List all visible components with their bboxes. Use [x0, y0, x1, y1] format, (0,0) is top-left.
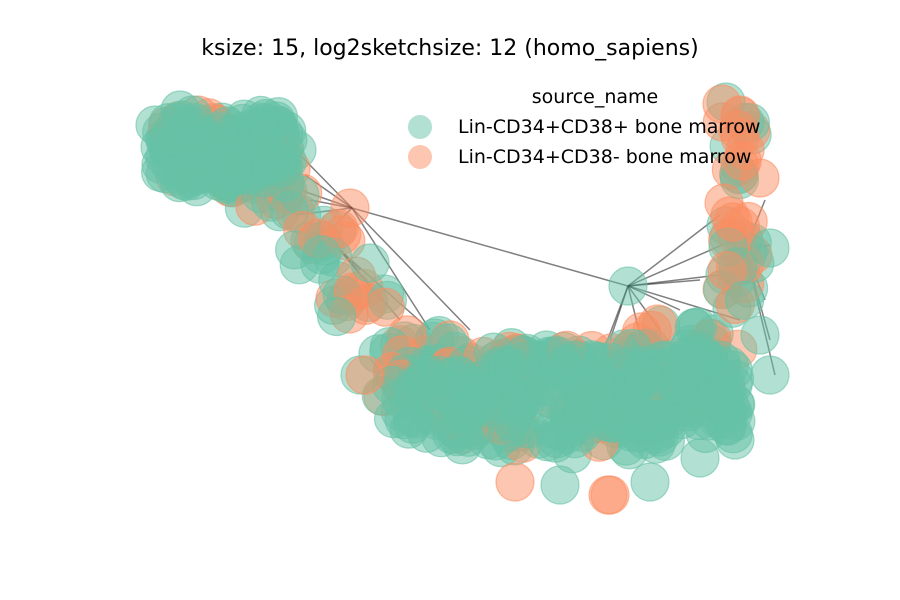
graph-node [258, 127, 298, 167]
graph-node [630, 462, 670, 502]
graph-node [713, 202, 753, 242]
graph-edge [351, 207, 431, 331]
legend-item-cd38-negative: Lin-CD34+CD38- bone marrow [400, 142, 820, 172]
graph-node [540, 465, 580, 505]
legend-marker-cd38-positive [408, 115, 432, 139]
graph-edge [351, 207, 629, 287]
graph-node [624, 355, 664, 395]
graph-edge [351, 207, 471, 331]
graph-node [174, 154, 214, 194]
graph-node [330, 188, 370, 228]
graph-node [713, 414, 753, 454]
graph-node [740, 315, 780, 355]
graph-node [750, 228, 790, 268]
legend-title: source_name [531, 86, 659, 108]
graph-node [588, 475, 628, 515]
graph-node [519, 392, 559, 432]
graph-node [495, 462, 535, 502]
graph-node [586, 367, 627, 407]
legend-label-cd38-negative: Lin-CD34+CD38- bone marrow [458, 146, 752, 168]
graph-node [432, 415, 472, 455]
graph-node [637, 414, 677, 454]
graph-node [707, 251, 747, 291]
graph-node [679, 401, 719, 441]
legend: source_name Lin-CD34+CD38+ bone marrow L… [400, 86, 820, 172]
graph-node [345, 355, 385, 395]
graph-node [537, 336, 578, 376]
graph-node [207, 161, 247, 201]
graph-node [681, 346, 721, 386]
graph-node [350, 243, 390, 283]
graph-node [365, 287, 405, 327]
graph-node [740, 158, 780, 198]
legend-item-cd38-positive: Lin-CD34+CD38+ bone marrow [400, 112, 820, 142]
graph-node [608, 266, 648, 306]
graph-node [487, 347, 528, 387]
graph-node [317, 296, 357, 337]
graph-nodes [135, 82, 790, 515]
graph-node [724, 280, 765, 320]
graph-node [750, 355, 790, 395]
legend-label-cd38-positive: Lin-CD34+CD38+ bone marrow [458, 116, 761, 138]
chart-title: ksize: 15, log2sketchsize: 12 (homo_sapi… [201, 36, 699, 61]
legend-marker-cd38-negative [408, 145, 432, 169]
graph-node [381, 379, 421, 419]
graph-node [563, 395, 603, 435]
